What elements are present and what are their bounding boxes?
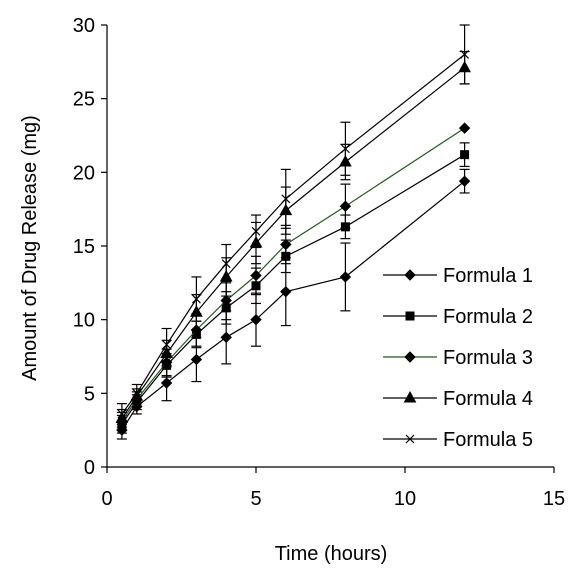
data-point-x xyxy=(460,50,470,59)
x-tick-label: 0 xyxy=(101,488,112,510)
legend-label: Formula 1 xyxy=(443,265,533,287)
x-marker-stroke xyxy=(281,194,291,204)
legend-entry: Formula 5 xyxy=(383,429,533,451)
legend-entry: Formula 4 xyxy=(383,388,533,410)
data-point-diamond xyxy=(458,175,471,187)
data-point-square xyxy=(460,150,470,160)
series-lines xyxy=(115,24,471,440)
series-2 xyxy=(116,142,470,434)
y-axis-title: Amount of Drug Release (mg) xyxy=(19,115,41,381)
x-marker-stroke xyxy=(340,144,350,154)
x-marker-stroke xyxy=(132,388,142,398)
x-tick-label: 5 xyxy=(250,488,261,510)
data-point-diamond xyxy=(339,271,352,283)
y-tick-label: 25 xyxy=(73,89,95,111)
data-point-diamond xyxy=(250,269,262,282)
legend-label: Formula 4 xyxy=(443,388,533,410)
y-tick-label: 10 xyxy=(73,310,95,332)
legend-label: Formula 3 xyxy=(443,347,533,369)
data-point-diamond xyxy=(404,351,416,363)
data-point-x xyxy=(281,194,291,204)
data-point-diamond xyxy=(220,331,232,344)
y-tick-label: 0 xyxy=(84,457,95,479)
data-point-diamond xyxy=(160,377,173,389)
data-point-diamond xyxy=(458,122,471,134)
data-point-diamond xyxy=(339,200,352,212)
data-point-diamond xyxy=(280,238,292,251)
y-tick-label: 5 xyxy=(84,383,95,405)
axes: 0 5 10 15 20 25 30 0 5 10 15 xyxy=(73,15,565,510)
y-tick-label: 30 xyxy=(73,15,95,37)
y-tick-label: 20 xyxy=(73,162,95,184)
y-tick-label: 15 xyxy=(73,236,95,258)
data-point-x xyxy=(191,294,201,304)
data-point-triangle xyxy=(403,390,417,403)
legend-label: Formula 5 xyxy=(443,429,533,451)
legend-entry: Formula 2 xyxy=(383,306,533,328)
series-5 xyxy=(116,24,470,425)
data-point-x xyxy=(251,226,261,236)
data-point-diamond xyxy=(220,294,232,307)
x-marker-stroke xyxy=(117,409,127,419)
x-marker-stroke xyxy=(162,340,172,350)
x-tick-label: 15 xyxy=(543,488,565,510)
x-marker-stroke xyxy=(460,50,470,59)
x-marker-stroke xyxy=(405,434,415,444)
legend-entry: Formula 1 xyxy=(383,265,533,287)
legend-entry: Formula 3 xyxy=(383,347,533,369)
x-marker-stroke xyxy=(191,294,201,304)
data-point-square xyxy=(405,311,415,321)
data-point-x xyxy=(221,259,231,269)
data-point-x xyxy=(117,409,127,419)
data-point-diamond xyxy=(250,313,262,326)
data-point-x xyxy=(340,144,350,154)
x-tick-label: 10 xyxy=(394,488,416,510)
x-marker-stroke xyxy=(251,226,261,236)
series-line xyxy=(121,67,465,419)
legend-label: Formula 2 xyxy=(443,306,533,328)
data-point-x xyxy=(132,388,142,398)
x-marker-stroke xyxy=(221,259,231,269)
data-point-x xyxy=(162,340,172,350)
series-line xyxy=(121,180,465,431)
data-point-diamond xyxy=(280,285,292,298)
legend: Formula 1 Formula 2 Formula 3 Formula 4 Form… xyxy=(383,265,533,451)
data-point-diamond xyxy=(190,353,203,366)
data-point-x xyxy=(405,434,415,444)
data-point-diamond xyxy=(404,269,416,281)
x-axis-title: Time (hours) xyxy=(275,543,388,565)
